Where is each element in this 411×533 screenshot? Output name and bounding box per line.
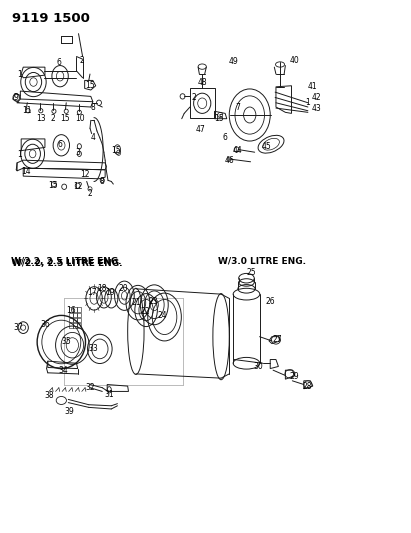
Text: 1: 1 xyxy=(305,98,309,107)
Text: 6: 6 xyxy=(56,59,61,67)
Text: 47: 47 xyxy=(196,125,206,134)
Text: 38: 38 xyxy=(44,391,54,400)
Text: W/2.2, 2.5 LITRE ENG.: W/2.2, 2.5 LITRE ENG. xyxy=(11,257,121,265)
Text: 15: 15 xyxy=(214,114,224,123)
Text: 30: 30 xyxy=(253,362,263,371)
Text: 48: 48 xyxy=(197,77,207,86)
Text: 7: 7 xyxy=(235,102,240,111)
Text: 33: 33 xyxy=(88,344,98,353)
Text: 39: 39 xyxy=(65,407,74,416)
Text: 32: 32 xyxy=(85,383,95,392)
Text: 15: 15 xyxy=(111,146,121,155)
Text: 45: 45 xyxy=(261,142,271,151)
Text: 6: 6 xyxy=(223,133,228,142)
Text: 3: 3 xyxy=(75,148,80,157)
Text: 23: 23 xyxy=(148,296,158,305)
Text: 41: 41 xyxy=(308,82,318,91)
Text: 16: 16 xyxy=(66,305,76,314)
Text: 37: 37 xyxy=(13,323,23,332)
Text: 2: 2 xyxy=(88,189,92,198)
Text: 19: 19 xyxy=(106,287,115,296)
Text: 1: 1 xyxy=(18,150,22,159)
Text: 9119 1500: 9119 1500 xyxy=(12,12,90,26)
Text: 25: 25 xyxy=(247,269,256,277)
Text: 17: 17 xyxy=(87,287,97,296)
Text: 24: 24 xyxy=(158,311,167,320)
Text: 15: 15 xyxy=(48,181,58,190)
Text: 11: 11 xyxy=(23,106,32,115)
Text: 15: 15 xyxy=(60,114,70,123)
Text: 6: 6 xyxy=(58,140,62,149)
Text: 42: 42 xyxy=(312,93,322,102)
Text: 2: 2 xyxy=(192,93,196,102)
Text: 21: 21 xyxy=(132,298,141,307)
Text: 13: 13 xyxy=(36,114,46,123)
Text: 22: 22 xyxy=(140,307,150,316)
Text: 44: 44 xyxy=(233,146,242,155)
Text: 43: 43 xyxy=(312,104,322,113)
Text: 9: 9 xyxy=(14,93,18,102)
Text: 1: 1 xyxy=(18,70,22,78)
Text: 20: 20 xyxy=(119,284,128,293)
Text: 46: 46 xyxy=(224,156,234,165)
Text: 34: 34 xyxy=(58,366,68,375)
Text: 36: 36 xyxy=(41,320,51,329)
Text: 8: 8 xyxy=(90,102,95,111)
Text: 31: 31 xyxy=(104,390,114,399)
Text: 2: 2 xyxy=(79,56,84,65)
Text: 27: 27 xyxy=(272,335,282,344)
Text: W/2.2, 2.5 LITRE ENG.: W/2.2, 2.5 LITRE ENG. xyxy=(12,260,122,268)
Text: 40: 40 xyxy=(290,56,300,65)
Text: 35: 35 xyxy=(61,337,71,346)
Text: 29: 29 xyxy=(290,372,300,381)
Text: 8: 8 xyxy=(100,177,105,186)
Text: 15: 15 xyxy=(85,81,95,90)
Text: 49: 49 xyxy=(229,58,238,66)
Text: 2: 2 xyxy=(51,114,55,123)
Text: 4: 4 xyxy=(90,133,95,142)
Text: 14: 14 xyxy=(21,167,31,176)
Text: 18: 18 xyxy=(97,284,107,293)
Text: 26: 26 xyxy=(266,296,275,305)
Text: 28: 28 xyxy=(302,382,312,391)
Text: 10: 10 xyxy=(75,114,85,123)
Text: 12: 12 xyxy=(80,170,90,179)
Text: 12: 12 xyxy=(73,182,83,191)
Text: W/3.0 LITRE ENG.: W/3.0 LITRE ENG. xyxy=(218,257,306,265)
